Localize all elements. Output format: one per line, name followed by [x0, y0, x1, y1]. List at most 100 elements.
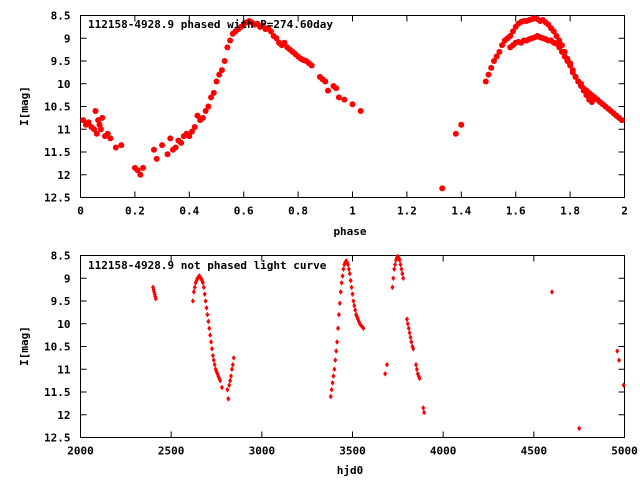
data-point	[421, 405, 426, 411]
y-tick-label: 12.5	[44, 192, 71, 205]
data-point	[201, 284, 206, 291]
x-axis-label-bottom: hjd0	[337, 464, 364, 477]
data-point	[496, 48, 503, 55]
data-point	[335, 339, 340, 345]
data-point	[549, 289, 554, 295]
data-point	[580, 87, 587, 94]
data-point	[390, 284, 395, 291]
data-point	[207, 325, 212, 332]
data-point	[485, 71, 492, 78]
data-point	[153, 295, 158, 302]
data-point	[490, 58, 497, 64]
data-point	[332, 366, 337, 373]
data-point	[210, 352, 215, 359]
data-point	[482, 78, 489, 85]
data-point	[178, 139, 185, 146]
data-point	[152, 291, 157, 297]
y-tick-label: 11.5	[44, 386, 71, 399]
data-point	[404, 316, 409, 322]
data-point	[400, 270, 405, 277]
data-point	[398, 261, 403, 268]
unphased-light-curve-panel: 8.5 9 9.5 10 10.5 11 11.5 12 12.5 2000 2500 3000 35…	[18, 250, 638, 478]
data-point	[219, 384, 224, 391]
data-point	[392, 266, 397, 272]
x-tick-label: 2500	[158, 445, 185, 458]
data-point	[340, 273, 345, 279]
data-point	[221, 58, 228, 64]
y-tick-label: 12	[57, 409, 70, 422]
data-point	[329, 386, 334, 393]
data-point	[561, 53, 568, 60]
plot-frame-bottom	[80, 255, 625, 438]
y-tick-label: 11	[57, 123, 71, 136]
data-point	[335, 94, 342, 101]
data-point	[164, 151, 171, 158]
data-point	[204, 305, 209, 311]
data-point	[210, 89, 217, 96]
data-point	[99, 114, 106, 121]
data-point	[186, 133, 193, 140]
data-point	[134, 167, 141, 174]
x-tick-label: 1.6	[506, 205, 526, 218]
data-point	[118, 142, 125, 149]
data-point	[208, 94, 215, 101]
y-tick-label: 9.5	[51, 295, 71, 308]
data-point	[337, 300, 342, 307]
data-point	[308, 62, 315, 69]
data-point	[325, 87, 332, 94]
data-point	[227, 382, 232, 388]
x-axis-ticks-top: 0 0.2 0.4 0.6 0.8 1 1.2 1.4 1.6 1.8 2	[77, 15, 628, 218]
y-tick-label: 12.5	[44, 432, 71, 445]
data-point	[267, 28, 274, 35]
x-tick-label: 4500	[521, 445, 548, 458]
data-point	[621, 382, 626, 388]
data-point	[215, 371, 220, 377]
data-point	[553, 32, 560, 39]
data-point	[205, 103, 212, 110]
y-axis-ticks-bottom: 8.5 9 9.5 10 10.5 11 11.5 12 12.5	[44, 250, 625, 445]
data-point	[140, 164, 147, 171]
data-point	[205, 311, 210, 318]
data-point	[399, 266, 404, 272]
data-point	[227, 37, 234, 44]
data-point	[80, 117, 87, 124]
data-point	[396, 254, 401, 261]
data-point	[564, 58, 571, 64]
data-point	[85, 119, 92, 126]
y-tick-label: 9	[64, 32, 71, 45]
data-point	[153, 155, 160, 162]
data-point	[167, 135, 174, 142]
data-point	[408, 334, 413, 341]
data-point	[353, 307, 358, 313]
data-point	[488, 64, 495, 71]
data-point	[401, 275, 406, 282]
data-point	[339, 280, 344, 286]
data-point	[567, 62, 574, 69]
data-point	[273, 35, 280, 42]
data-point	[96, 121, 103, 128]
data-point	[417, 375, 422, 382]
data-point	[413, 361, 418, 368]
data-point	[350, 291, 355, 297]
data-point	[229, 366, 234, 373]
data-point	[405, 320, 410, 327]
data-point	[213, 78, 220, 85]
data-point	[349, 101, 356, 108]
y-tick-label: 11	[57, 363, 71, 376]
data-point	[137, 171, 144, 178]
data-point	[335, 325, 340, 332]
data-point	[322, 78, 329, 85]
x-tick-label: 5000	[611, 445, 638, 458]
data-point	[439, 185, 446, 192]
data-point	[583, 92, 590, 99]
data-point	[172, 144, 179, 151]
data-point	[281, 39, 288, 46]
data-point	[588, 98, 595, 105]
data-point	[411, 345, 416, 352]
data-point	[225, 386, 230, 393]
data-point	[211, 357, 216, 363]
data-point	[352, 302, 357, 309]
data-point	[345, 261, 350, 268]
